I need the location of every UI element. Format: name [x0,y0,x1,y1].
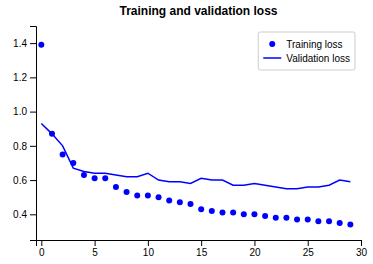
tick-mark [30,43,36,44]
tick-mark [30,77,36,78]
tick: 25 [303,240,315,258]
legend-box [258,32,355,70]
point [294,216,300,222]
tick: 0 [39,240,45,258]
tick: 10 [143,240,155,258]
point [70,160,76,166]
tick-label: 10 [143,247,155,258]
point [347,222,353,228]
axis-line [37,241,362,247]
tick-label: 5 [92,247,98,258]
tick-mark [201,240,202,246]
tick: 20 [249,240,261,258]
tick-mark [30,146,36,147]
tick-label: 25 [303,247,315,258]
legend-item: Validation loss [263,53,350,64]
point [92,175,98,181]
point [81,172,87,178]
legend-swatch [269,41,275,47]
point [283,215,289,221]
point [230,210,236,216]
tick-mark [30,214,36,215]
point [219,210,225,216]
point [145,192,151,198]
point [38,42,44,48]
tick-label: 0.4 [13,209,27,220]
tick-mark [41,240,42,246]
legend-swatch [263,57,281,59]
legend-item: Training loss [269,39,342,50]
tick-mark [254,240,255,246]
point [124,189,130,195]
point [305,216,311,222]
x-axis: 0 5 10 15 20 25 30 [37,240,368,258]
point [188,201,194,207]
point [315,218,321,224]
point [113,184,119,190]
legend-label: Validation loss [286,53,350,64]
point [134,192,140,198]
point [166,198,172,204]
tick-label: 0.6 [13,175,27,186]
tick-label: 1.2 [13,72,27,83]
point [177,199,183,205]
legend-label: Training loss [286,39,342,50]
tick-mark [30,180,36,181]
point [60,151,66,157]
tick: 5 [92,240,98,258]
tick-label: 0.8 [13,141,27,152]
tick-label: 30 [356,247,368,258]
tick: 0.6 [13,175,36,186]
point [156,194,162,200]
tick-mark [308,240,309,246]
tick: 1.0 [13,106,36,117]
tick-label: 1.4 [13,38,27,49]
tick-label: 15 [196,247,208,258]
point [251,211,257,217]
point [198,206,204,212]
tick: 0.4 [13,209,36,220]
point [326,218,332,224]
point [262,213,268,219]
tick-mark [95,240,96,246]
tick: 0.8 [13,141,36,152]
point [241,211,247,217]
point [102,175,108,181]
line [41,124,350,189]
chart: Training and validation loss 0 5 10 15 20 25 30… [0,0,373,264]
tick-label: 20 [249,247,261,258]
point [337,220,343,226]
title: Training and validation loss [119,4,277,18]
tick-label: 0 [39,247,45,258]
y-axis: 0.4 0.6 0.8 1.0 1.2 1.4 [13,27,36,241]
tick-mark [148,240,149,246]
tick: 30 [356,240,368,258]
tick: 1.4 [13,38,36,49]
axis-line [30,27,37,241]
tick: 15 [196,240,208,258]
legend: Training loss Validation loss [258,32,355,70]
tick-mark [30,112,36,113]
point [209,208,215,214]
tick-mark [361,240,362,246]
point [273,215,279,221]
tick: 1.2 [13,72,36,83]
point [49,131,55,137]
tick-label: 1.0 [13,106,27,117]
